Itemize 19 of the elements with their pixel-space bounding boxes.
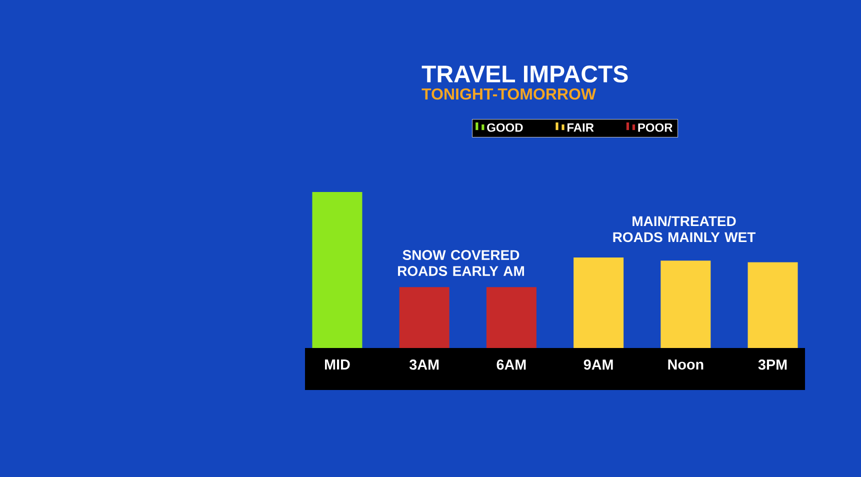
x-tick-label: 6AM [496,360,526,370]
x-tick-label: 3AM [409,360,439,370]
bar [748,262,798,348]
legend-label: GOOD [487,123,523,132]
x-tick-label: 3PM [758,360,787,370]
bar [312,192,362,348]
chart-title: TRAVEL IMPACTS [422,66,628,82]
x-tick-label: 9AM [584,360,613,370]
annotation: MAIN/TREATED ROADS MAINLY WET [613,216,756,242]
bar [399,287,450,348]
chart-subtitle: TONIGHT-TOMORROW [422,88,596,100]
legend-label: POOR [638,123,673,132]
bar [574,258,624,348]
x-tick-label: MID [324,360,350,370]
bar [486,287,536,348]
legend-label: FAIR [568,123,594,132]
annotation: SNOW COVERED ROADS EARLY AM [398,250,524,276]
x-tick-label: Noon [668,360,704,370]
bar [660,260,711,348]
